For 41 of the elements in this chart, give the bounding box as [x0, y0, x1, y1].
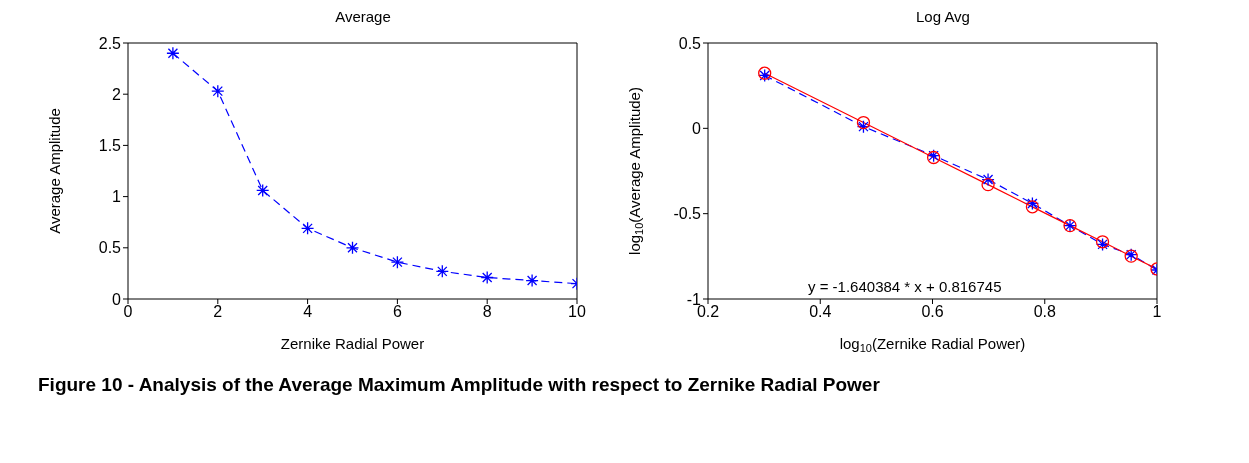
x-tick-label: 8: [482, 303, 492, 321]
point: [300, 221, 315, 235]
point: [390, 255, 405, 269]
point: [525, 273, 539, 288]
x-tick-label: 2: [213, 303, 223, 321]
point: [211, 84, 225, 98]
point: [166, 46, 180, 60]
y-tick-label: 1.5: [98, 137, 122, 155]
point: [256, 183, 270, 198]
point: [981, 172, 995, 187]
y-tick-label: 0: [112, 290, 122, 308]
x-tick-label: 0: [123, 303, 133, 321]
x-axis-title: log$_{10}$(Zernike Radial Power): [839, 335, 1026, 355]
chart-title: Average: [334, 8, 392, 27]
point: [1025, 196, 1040, 211]
y-tick-label: 1: [112, 188, 122, 206]
caption: Figure 10 - Analysis of the Average Maximum Amplitude with respect to Zernike Radial Power: [37, 374, 881, 396]
y-tick-label: -0.5: [673, 205, 702, 223]
x-tick-label: 6: [392, 303, 402, 321]
point: [345, 241, 360, 255]
point: [981, 178, 995, 192]
y-tick-label: 2: [112, 85, 122, 103]
point: [856, 119, 871, 134]
point: [856, 115, 871, 130]
x-tick-label: 10: [568, 303, 586, 321]
y-tick-label: 0.5: [678, 34, 702, 52]
point: [1025, 200, 1040, 214]
point: [480, 270, 494, 285]
x-tick-label: 0.4: [809, 303, 832, 321]
x-tick-label: 0.8: [1033, 303, 1056, 321]
y-tick-label: 2.5: [98, 34, 122, 52]
x-tick-label: 0.6: [921, 303, 944, 321]
point: [435, 264, 449, 278]
y-tick-label: 0.5: [98, 239, 122, 257]
chart-title: Log Avg: [915, 8, 971, 27]
x-tick-label: 4: [303, 303, 313, 321]
x-tick-label: 1: [1152, 303, 1162, 321]
x-axis-title: Zernike Radial Power: [280, 335, 425, 352]
annotation: y = -1.640384 * x + 0.816745: [808, 278, 1002, 295]
y-tick-label: 0: [692, 120, 702, 138]
y-axis-title: Average Amplitude: [46, 108, 63, 234]
